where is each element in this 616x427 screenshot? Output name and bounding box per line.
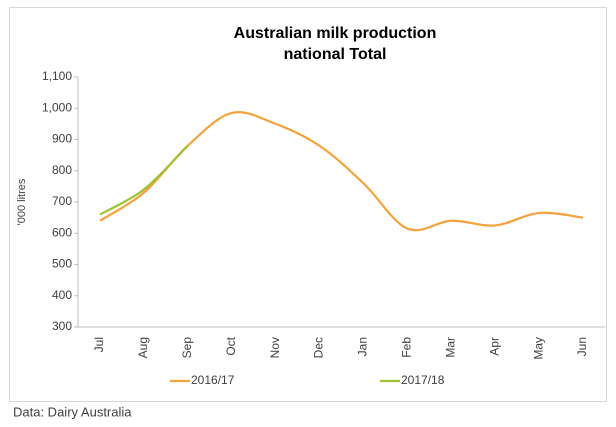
x-tick-label: Dec xyxy=(312,337,326,358)
x-tick-label: Aug xyxy=(136,337,150,358)
y-tick-label: 400 xyxy=(52,288,72,302)
legend-label: 2016/17 xyxy=(191,373,235,387)
x-tick-label: Mar xyxy=(443,337,457,358)
chart-subtitle: national Total xyxy=(284,46,387,63)
x-tick-label: Feb xyxy=(400,337,414,358)
x-tick-label: Jan xyxy=(356,337,370,356)
y-tick-label: 800 xyxy=(52,163,72,177)
source-note: Data: Dairy Australia xyxy=(13,404,132,419)
x-tick-label: Apr xyxy=(487,337,501,356)
y-tick-label: 600 xyxy=(52,225,72,239)
y-tick-label: 300 xyxy=(52,319,72,333)
x-tick-label: Sep xyxy=(180,337,194,359)
x-tick-label: Jul xyxy=(92,337,106,352)
x-tick-label: Nov xyxy=(268,337,282,358)
x-tick-label: Jun xyxy=(575,337,589,356)
x-tick-label: May xyxy=(531,337,545,360)
y-tick-label: 1,100 xyxy=(42,69,72,83)
y-tick-label: 900 xyxy=(52,132,72,146)
x-tick-label: Oct xyxy=(224,336,238,355)
y-axis-label: '000 litres xyxy=(16,178,28,225)
chart-title: Australian milk production xyxy=(234,25,437,42)
y-tick-label: 1,000 xyxy=(42,100,72,114)
legend-label: 2017/18 xyxy=(401,373,445,387)
series-line xyxy=(99,144,189,216)
y-tick-label: 500 xyxy=(52,257,72,271)
y-tick-label: 700 xyxy=(52,194,72,208)
chart-frame xyxy=(9,7,607,402)
